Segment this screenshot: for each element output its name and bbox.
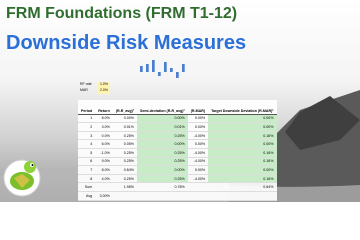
title: FRM Foundations (FRM T1-12) xyxy=(6,5,238,22)
table-cell: 8 xyxy=(78,174,96,184)
table-cell: 0.16% xyxy=(208,174,277,184)
bar xyxy=(176,72,179,78)
table-row: Sum 1.95% 0.78% 0.64% xyxy=(78,182,277,192)
table-cell: -4.00% xyxy=(187,174,209,184)
table-cell: 0.00% xyxy=(112,114,137,124)
table-cell: -4.00% xyxy=(187,157,209,167)
table-cell: 0.25% xyxy=(112,148,137,158)
table-cell: 0.00% xyxy=(187,165,209,175)
table-cell: 2 xyxy=(78,122,96,132)
table-cell: 0.16% xyxy=(208,131,277,141)
table-cell: 0.00% xyxy=(187,122,209,132)
subtitle: Downside Risk Measures xyxy=(6,32,247,54)
table-row: 6 9.0% 0.25% 0.25% -4.00% 0.16% xyxy=(78,157,277,167)
bar xyxy=(158,72,161,76)
bar xyxy=(170,68,173,72)
table-cell: Avg xyxy=(78,191,96,201)
table-cell: 6 xyxy=(78,157,96,167)
header-row: Period Return (R-R_avg)² Semi-deviation (R-… xyxy=(78,100,277,115)
table-cell: 0.25% xyxy=(136,148,188,158)
bar xyxy=(146,64,149,72)
table-cell: 0.64% xyxy=(208,182,277,192)
table-cell: 0.00% xyxy=(136,114,188,124)
table-cell: 0.05% xyxy=(112,139,137,149)
table-cell xyxy=(208,191,277,201)
header-cell: (R-MAR) xyxy=(187,100,209,115)
input-value: 2.0% xyxy=(98,88,110,94)
table-cell: 0.78% xyxy=(136,182,188,192)
table-cell xyxy=(187,191,209,201)
table-cell: -4.00% xyxy=(187,131,209,141)
table-cell: 0.25% xyxy=(136,174,188,184)
table-cell: 0.01% xyxy=(136,122,188,132)
table-cell: 0.16% xyxy=(208,157,277,167)
table-cell: 0.00% xyxy=(136,139,188,149)
table-cell: 0.00% xyxy=(208,139,277,149)
table-cell xyxy=(136,191,188,201)
table-cell: 6.0% xyxy=(95,139,113,149)
table-cell: 0.00% xyxy=(208,122,277,132)
rock xyxy=(285,96,360,150)
data-table: Period Return (R-R_avg)² Semi-deviation (R-… xyxy=(78,100,277,201)
table-cell: 0.25% xyxy=(112,131,137,141)
input-label: MAR xyxy=(80,88,88,92)
table-cell: 8.0% xyxy=(95,114,113,124)
inputs: RF rate 1.0% MAR 2.0% xyxy=(80,82,110,94)
header-cell: Target Downside Deviation (R-MAR)² xyxy=(208,100,277,115)
table-cell: 0.01% xyxy=(112,122,137,132)
table-cell: 3.0% xyxy=(95,122,113,132)
bar xyxy=(140,66,143,72)
table-row: Avg 3.00% xyxy=(78,191,277,201)
table-cell: 0.64% xyxy=(112,165,137,175)
bar xyxy=(182,64,185,72)
table-cell: 1 xyxy=(78,114,96,124)
table-cell: 9.0% xyxy=(95,157,113,167)
input-label: RF rate xyxy=(80,82,92,86)
table-cell: Sum xyxy=(78,182,96,192)
table-cell: 4.0% xyxy=(95,174,113,184)
table-row: 1 8.0% 0.00% 0.00% 0.00% 0.00% xyxy=(78,114,277,124)
thumbnail: FRM Foundations (FRM T1-12) Downside Ris… xyxy=(0,0,360,202)
table-row: 2 3.0% 0.01% 0.01% 0.00% 0.00% xyxy=(78,122,277,132)
table-cell xyxy=(112,191,137,201)
input-row: RF rate 1.0% xyxy=(80,82,110,88)
table-cell: 0.00% xyxy=(136,165,188,175)
bar xyxy=(164,62,167,72)
turtle-icon xyxy=(3,159,41,197)
table-cell: 1.95% xyxy=(112,182,137,192)
table-row: 8 4.0% 0.25% 0.25% -4.00% 0.16% xyxy=(78,174,277,184)
table-cell: -1.0% xyxy=(95,148,113,158)
header-cell: Semi-deviation (R-R_avg)² xyxy=(136,100,188,115)
table-cell: 7 xyxy=(78,165,96,175)
table-cell: 0.25% xyxy=(112,174,137,184)
table-cell: 0.0% xyxy=(95,131,113,141)
table-row: 5 -1.0% 0.25% 0.25% -4.00% 0.16% xyxy=(78,148,277,158)
table-cell xyxy=(187,182,209,192)
table-cell: 3.00% xyxy=(95,191,113,201)
bar-chart xyxy=(140,60,185,78)
input-value: 1.0% xyxy=(98,82,110,88)
table-cell: 0.25% xyxy=(136,157,188,167)
header-cell: (R-R_avg)² xyxy=(112,100,137,115)
table-cell: 0.25% xyxy=(136,131,188,141)
table-cell xyxy=(95,182,113,192)
table-cell: 8.0% xyxy=(95,165,113,175)
bar xyxy=(152,60,155,72)
table-cell: 3 xyxy=(78,131,96,141)
table-cell: 5 xyxy=(78,148,96,158)
table-row: 3 0.0% 0.25% 0.25% -4.00% 0.16% xyxy=(78,131,277,141)
table-cell: 0.25% xyxy=(112,157,137,167)
table-row: 7 8.0% 0.64% 0.00% 0.00% 0.00% xyxy=(78,165,277,175)
input-row: MAR 2.0% xyxy=(80,88,110,94)
table-cell: 0.00% xyxy=(187,114,209,124)
table-cell: 0.00% xyxy=(187,139,209,149)
table-cell: 0.16% xyxy=(208,148,277,158)
table-cell: 0.00% xyxy=(208,165,277,175)
header-cell: Return xyxy=(95,100,113,115)
table-cell: 0.00% xyxy=(208,114,277,124)
header-cell: Period xyxy=(78,100,96,115)
table-row: 4 6.0% 0.05% 0.00% 0.00% 0.00% xyxy=(78,139,277,149)
table-cell: 4 xyxy=(78,139,96,149)
table-cell: -4.00% xyxy=(187,148,209,158)
